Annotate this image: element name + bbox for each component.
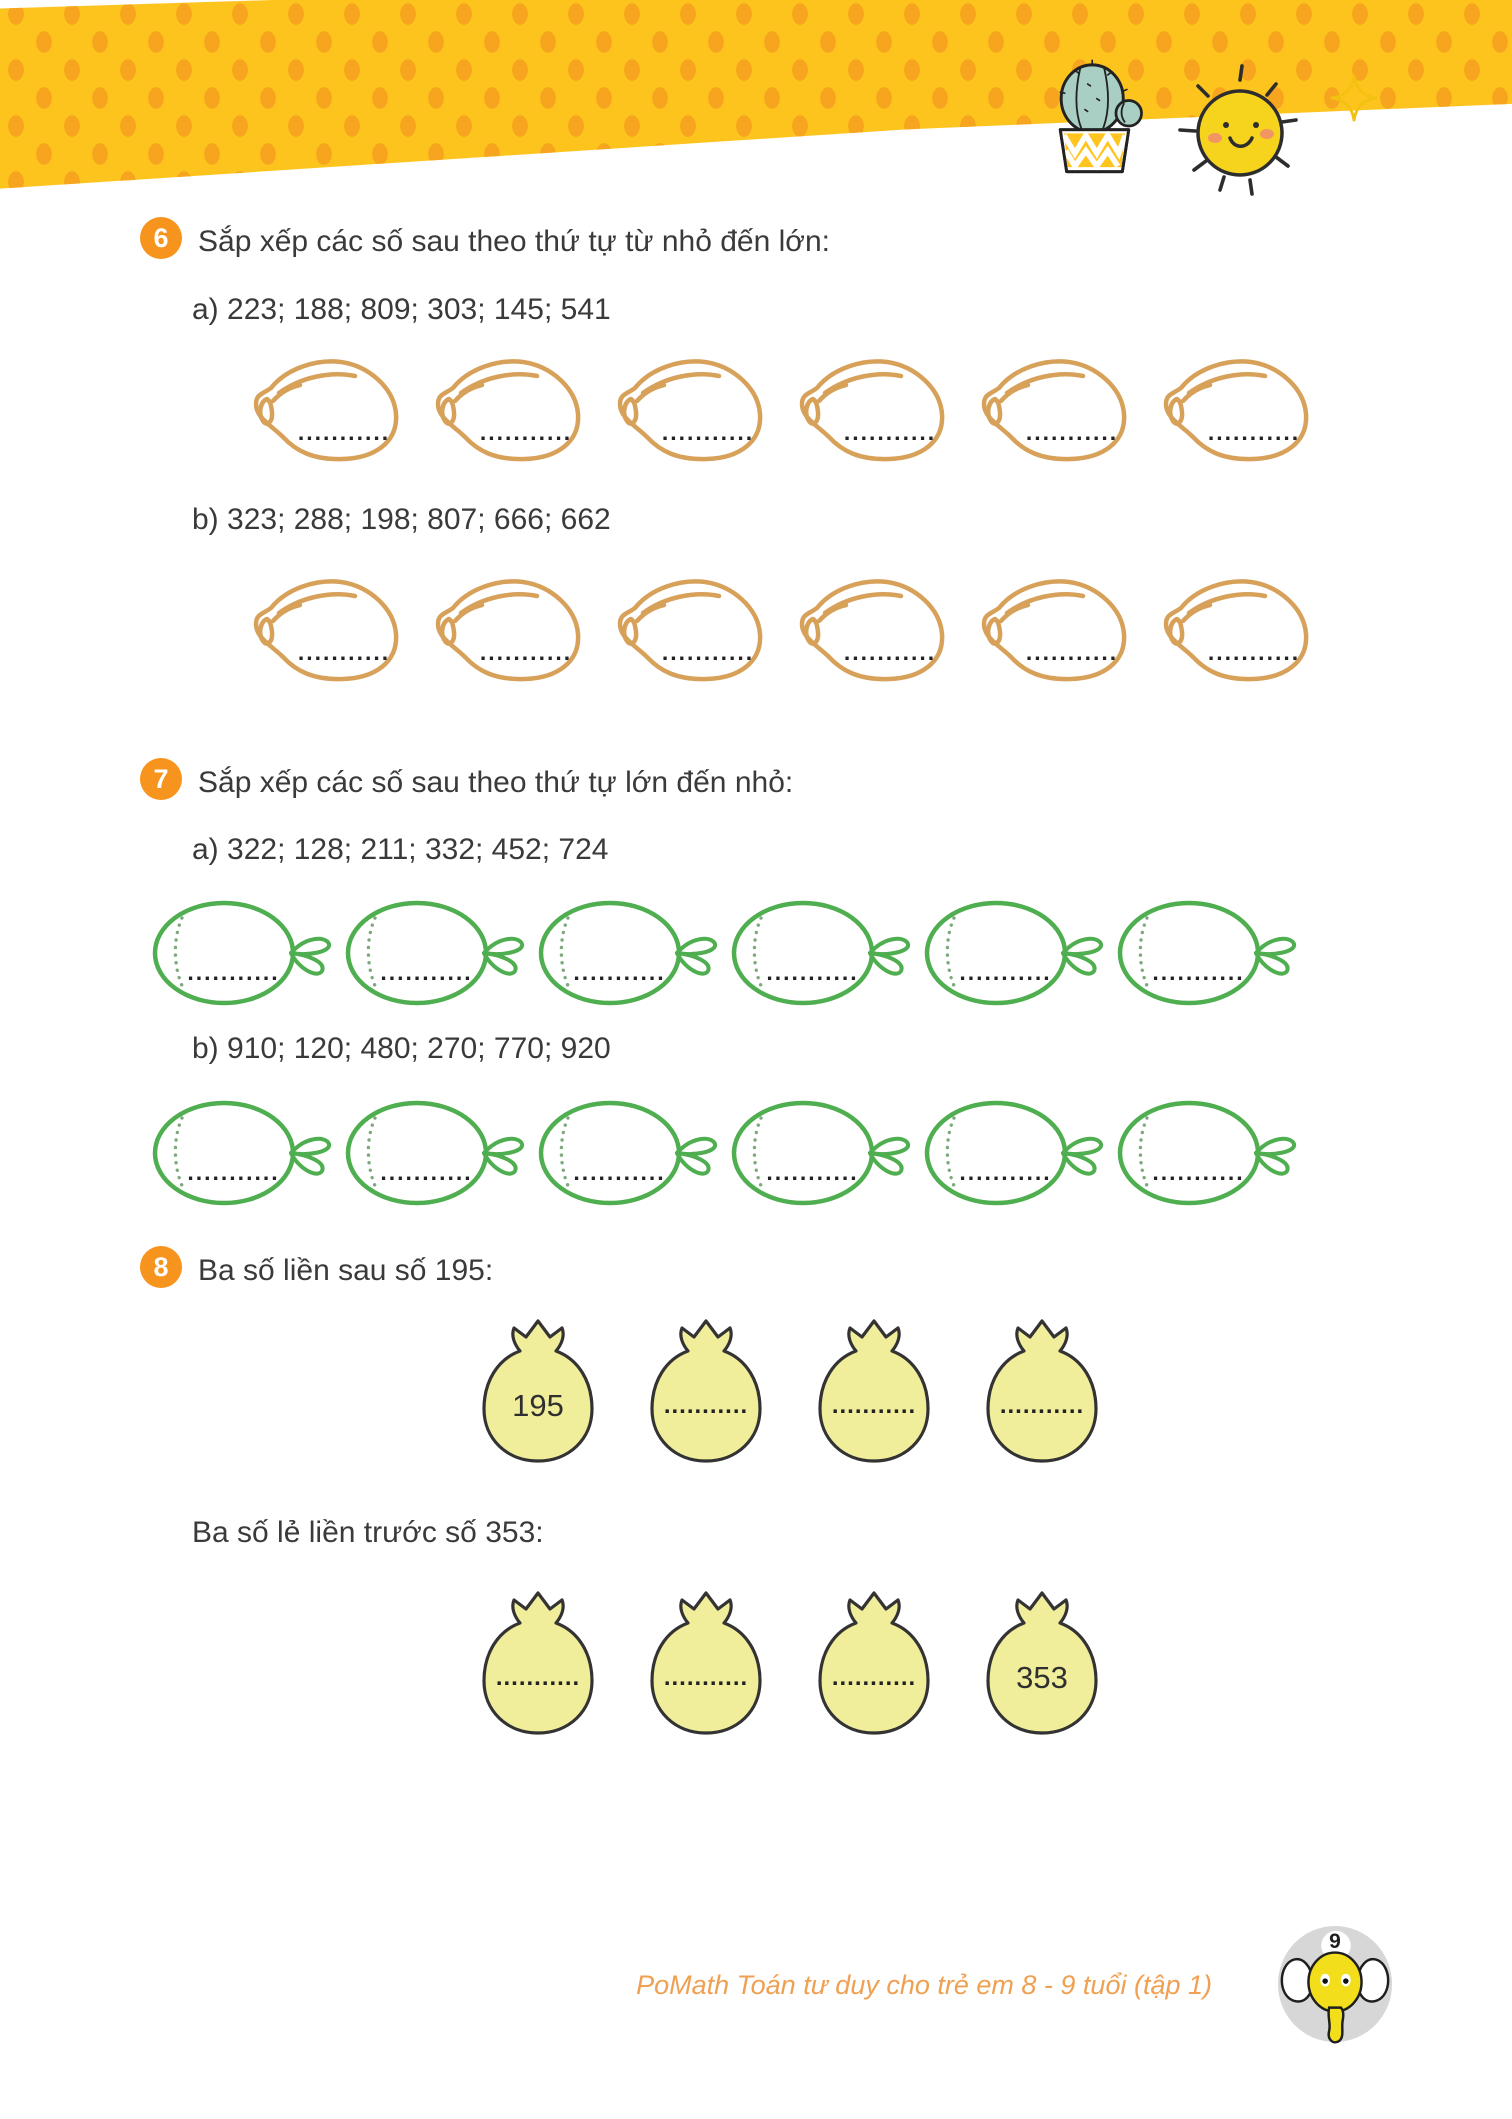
answer-dots: ........... <box>187 959 280 985</box>
answer-dots: ........... <box>1207 639 1301 665</box>
exercise-6-part-a: a) 223; 188; 809; 303; 145; 541 <box>192 293 611 326</box>
exercise-6-badge: 6 <box>140 217 182 259</box>
exercise-6-title: Sắp xếp các số sau theo thứ tự từ nhỏ đế… <box>198 225 830 258</box>
answer-dots: ........... <box>843 419 937 445</box>
pomegranate-answer-slot: 353 <box>976 1588 1108 1738</box>
answer-dots: ........... <box>380 959 473 985</box>
sparkle-icon <box>1330 74 1378 122</box>
answer-dots: ........... <box>297 639 391 665</box>
lemon-answer-slot: ........... <box>343 1098 528 1208</box>
exercise-7-part-b: b) 910; 120; 480; 270; 770; 920 <box>192 1032 611 1065</box>
exercise-7-part-a: a) 322; 128; 211; 332; 452; 724 <box>192 833 609 866</box>
exercise-7-badge: 7 <box>140 758 182 800</box>
page-number: 9 <box>1329 1930 1341 1953</box>
elephant-logo-graphic <box>1277 1926 1393 2044</box>
pomegranate-answer-slot: ........... <box>976 1316 1108 1466</box>
answer-dots: ........... <box>661 639 755 665</box>
answer-dots: ........... <box>831 1664 917 1691</box>
answer-dots: ........... <box>843 639 937 665</box>
papaya-answer-slot: ........... <box>789 572 951 682</box>
lemon-answer-slot: ........... <box>729 1098 914 1208</box>
answer-dots: ........... <box>495 1664 581 1691</box>
pomegranate-answer-slot: 195 <box>472 1316 604 1466</box>
pomegranate-answer-slot: ........... <box>808 1316 940 1466</box>
exercise-8-title-2: Ba số lẻ liền trước số 353: <box>192 1516 544 1549</box>
lemon-answer-slot: ........... <box>729 898 914 1008</box>
answer-dots: ........... <box>766 1159 859 1185</box>
papaya-answer-slot: ........... <box>789 352 951 462</box>
papaya-answer-slot: ........... <box>1153 572 1315 682</box>
elephant-logo: 9 <box>1276 1924 1394 2046</box>
papaya-answer-slot: ........... <box>425 352 587 462</box>
papaya-answer-slot: ........... <box>243 352 405 462</box>
footer-text: PoMath Toán tư duy cho trẻ em 8 - 9 tuổi… <box>636 1970 1212 2000</box>
exercise-8-title: Ba số liền sau số 195: <box>198 1254 494 1287</box>
answer-dots: ........... <box>1025 639 1119 665</box>
answer-dots: ........... <box>187 1159 280 1185</box>
answer-dots: ........... <box>1207 419 1301 445</box>
papaya-answer-slot: ........... <box>971 352 1133 462</box>
pomegranate-answer-slot: ........... <box>640 1316 772 1466</box>
papaya-answer-slot: ........... <box>243 572 405 682</box>
answer-dots: ........... <box>297 419 391 445</box>
answer-dots: ........... <box>1152 959 1245 985</box>
answer-dots: ........... <box>661 419 755 445</box>
papaya-answer-slot: ........... <box>971 572 1133 682</box>
answer-dots: ........... <box>479 419 573 445</box>
sun-illustration <box>1178 64 1298 196</box>
pomegranate-answer-slot: ........... <box>640 1588 772 1738</box>
papaya-answer-slot: ........... <box>1153 352 1315 462</box>
papaya-answer-slot: ........... <box>425 572 587 682</box>
exercise-8-badge: 8 <box>140 1246 182 1288</box>
exercise-7-title: Sắp xếp các số sau theo thứ tự lớn đến n… <box>198 766 794 799</box>
lemon-answer-slot: ........... <box>150 1098 335 1208</box>
lemon-answer-slot: ........... <box>922 1098 1107 1208</box>
lemon-answer-slot: ........... <box>1115 898 1300 1008</box>
papaya-answer-slot: ........... <box>607 352 769 462</box>
papaya-answer-slot: ........... <box>607 572 769 682</box>
exercise-6-part-b: b) 323; 288; 198; 807; 666; 662 <box>192 503 611 536</box>
answer-dots: ........... <box>1152 1159 1245 1185</box>
answer-dots: ........... <box>831 1392 917 1419</box>
lemon-answer-slot: ........... <box>150 898 335 1008</box>
answer-dots: ........... <box>663 1392 749 1419</box>
answer-value: 195 <box>512 1388 564 1423</box>
lemon-answer-slot: ........... <box>536 1098 721 1208</box>
pomegranate-answer-slot: ........... <box>808 1588 940 1738</box>
answer-dots: ........... <box>999 1392 1085 1419</box>
answer-dots: ........... <box>766 959 859 985</box>
pomegranate-answer-slot: ........... <box>472 1588 604 1738</box>
answer-dots: ........... <box>479 639 573 665</box>
lemon-answer-slot: ........... <box>922 898 1107 1008</box>
answer-dots: ........... <box>573 1159 666 1185</box>
answer-dots: ........... <box>380 1159 473 1185</box>
answer-dots: ........... <box>959 1159 1052 1185</box>
answer-dots: ........... <box>1025 419 1119 445</box>
answer-dots: ........... <box>573 959 666 985</box>
cactus-illustration <box>1058 59 1143 174</box>
answer-dots: ........... <box>663 1664 749 1691</box>
answer-value: 353 <box>1016 1660 1068 1695</box>
answer-dots: ........... <box>959 959 1052 985</box>
lemon-answer-slot: ........... <box>343 898 528 1008</box>
lemon-answer-slot: ........... <box>536 898 721 1008</box>
lemon-answer-slot: ........... <box>1115 1098 1300 1208</box>
